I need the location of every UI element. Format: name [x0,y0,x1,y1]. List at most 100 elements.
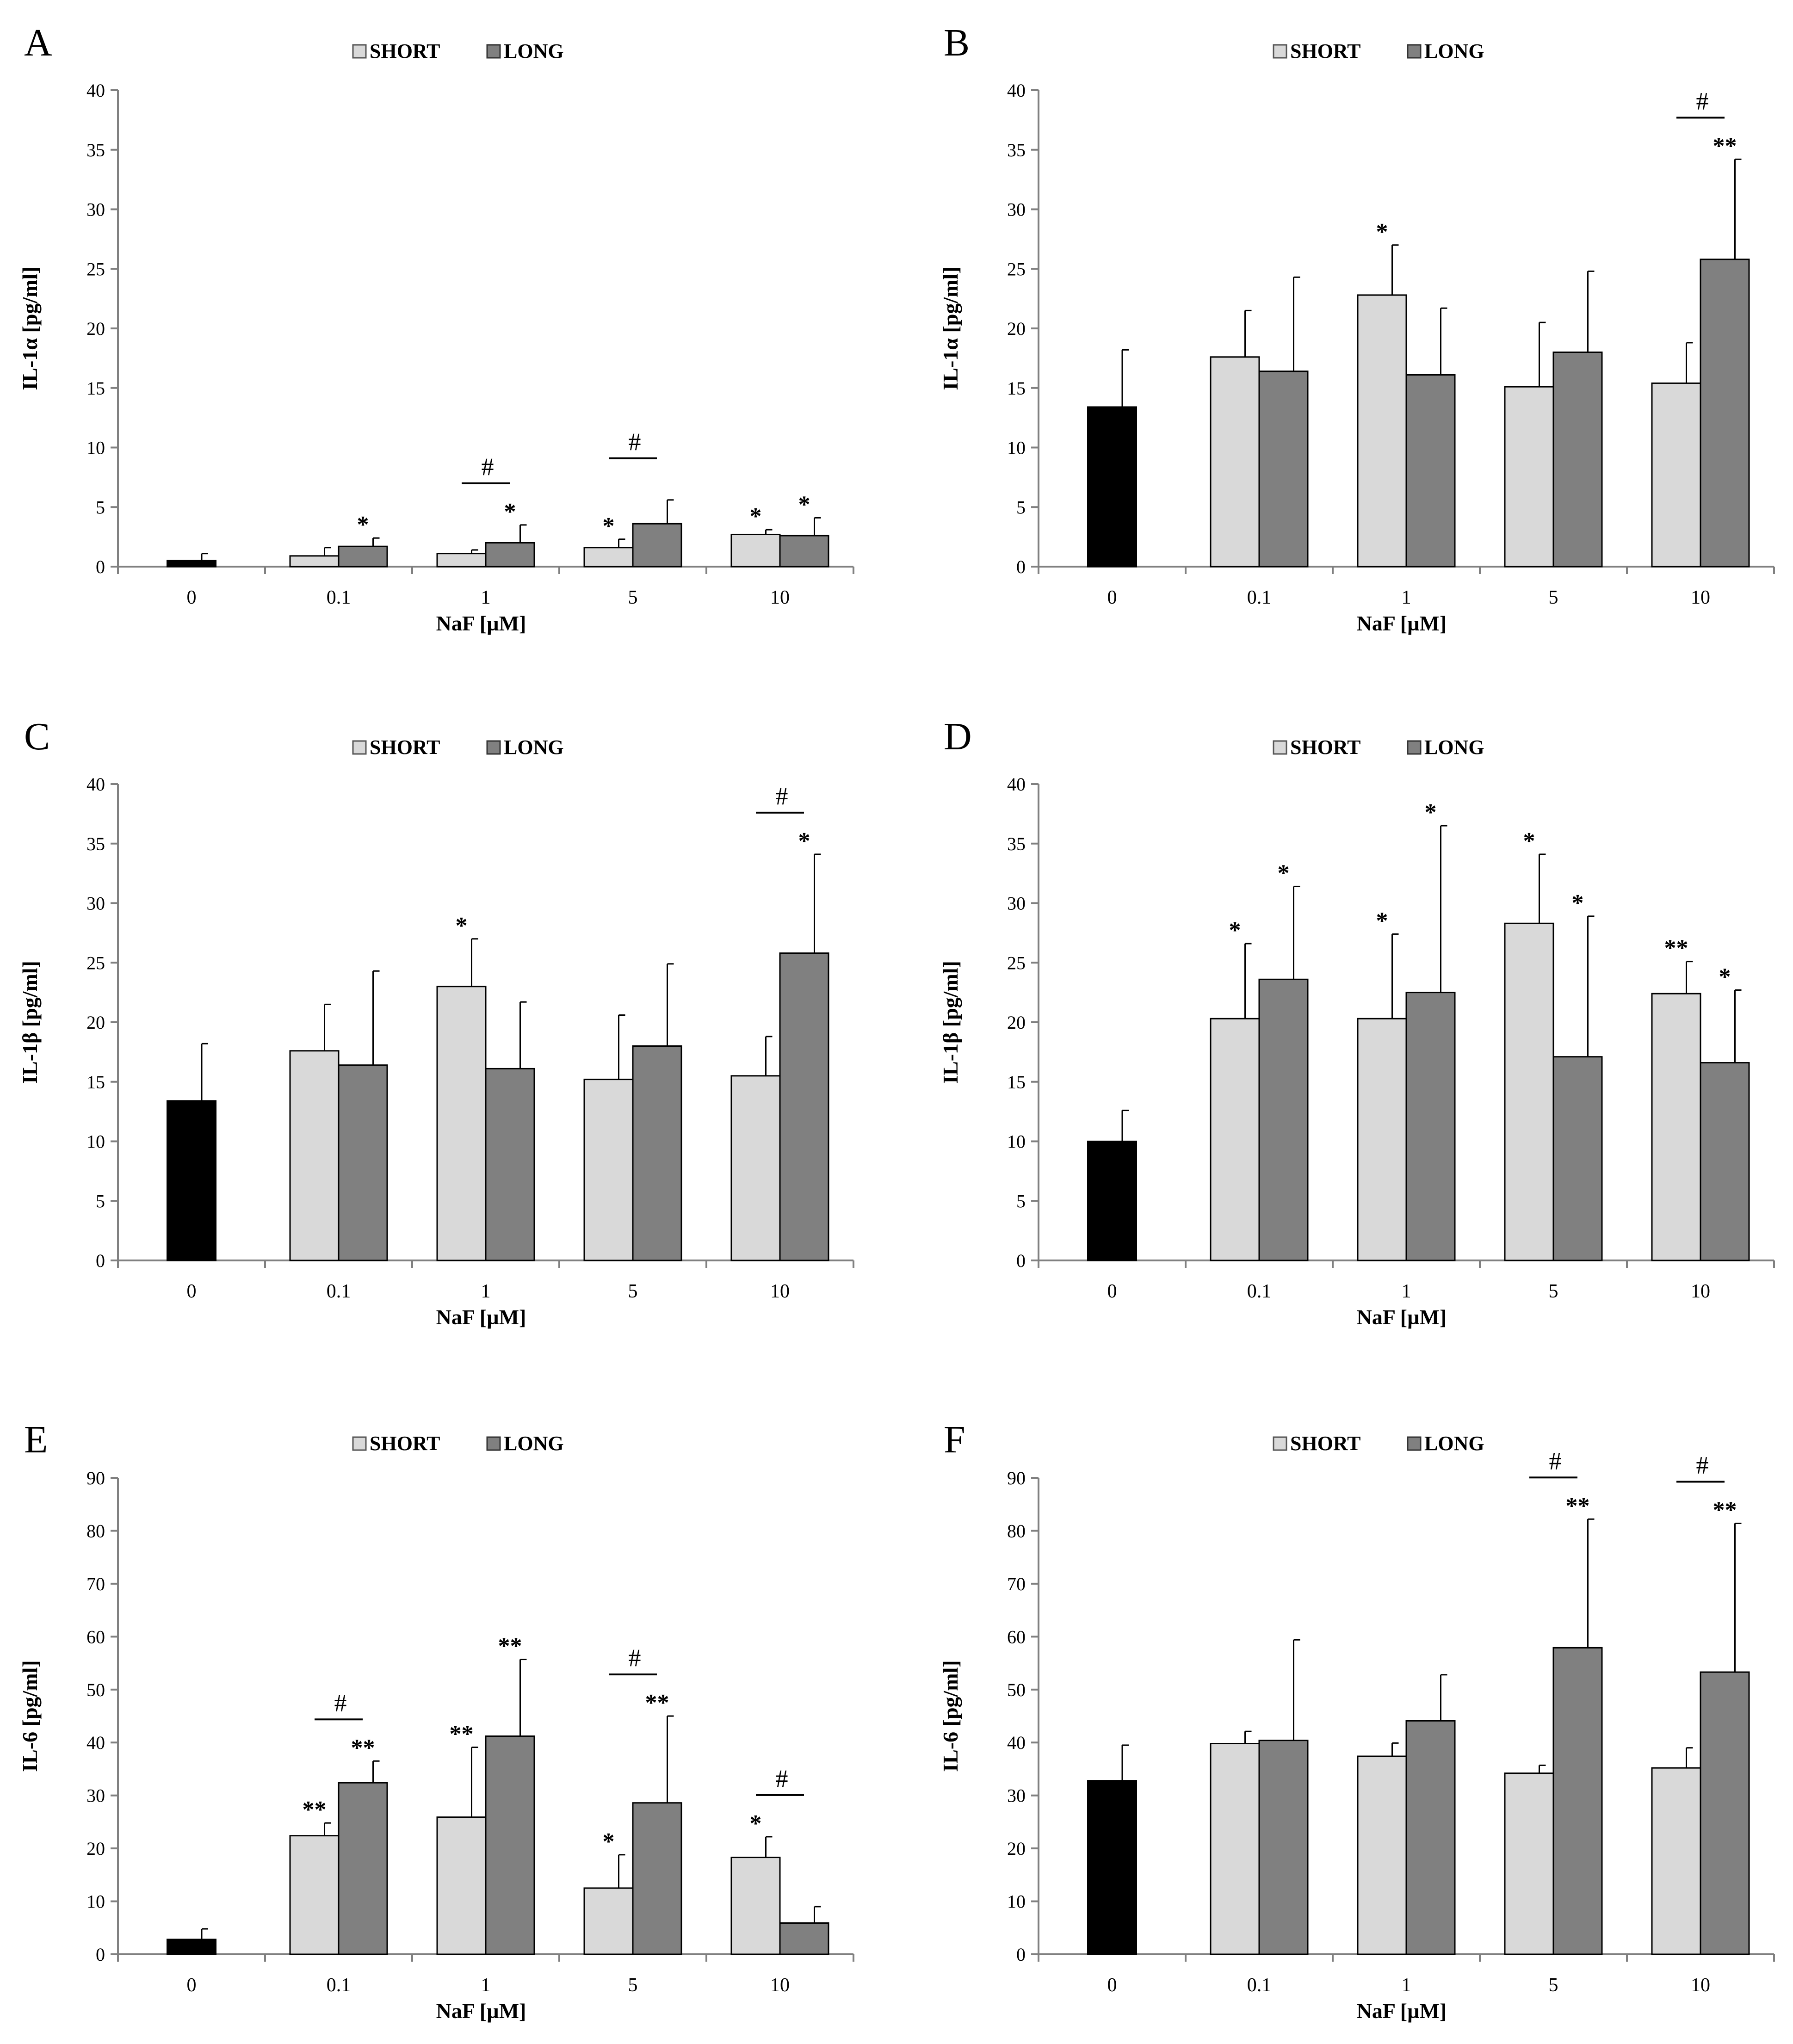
x-tick-label: 0 [1107,587,1117,608]
legend-swatch-long [486,1436,501,1451]
x-tick-label: 0.1 [327,1281,351,1302]
legend-swatch-short [352,740,367,755]
bar-short [583,547,634,568]
x-tick-label: 1 [481,587,491,608]
x-tick-label: 10 [1691,1281,1710,1302]
bar-short [1210,1018,1260,1261]
x-tick-label: 0 [1107,1975,1117,1996]
comparison-hash: # [629,1644,641,1672]
y-tick-label: 35 [87,140,105,161]
significance-mark-long: * [798,491,810,518]
bar-long [1405,1720,1456,1955]
y-tick-label: 15 [1007,1072,1026,1093]
y-axis-title: IL-1α [pg/ml] [939,266,962,390]
y-tick-label: 5 [96,497,105,518]
x-axis-title: NaF [µM] [436,611,526,635]
x-tick-label: 5 [628,1975,638,1996]
y-tick-label: 35 [1007,834,1026,854]
y-tick-label: 10 [1007,1131,1026,1152]
significance-mark-short: * [1229,917,1241,944]
bar-short [1210,1743,1260,1955]
x-tick-label: 10 [770,587,790,608]
comparison-hash: # [1549,1447,1562,1475]
bar-control [167,1100,216,1261]
x-tick-label: 0 [187,1975,197,1996]
bar-long [1258,371,1309,568]
legend-label-short: SHORT [1290,1432,1361,1455]
y-tick-label: 30 [87,199,105,220]
x-tick-label: 0.1 [1247,587,1272,608]
y-tick-label: 40 [87,80,105,101]
bar-control [1087,1141,1137,1261]
legend-swatch-short [352,1436,367,1451]
bar-long [338,1064,388,1261]
significance-mark-short: * [603,1828,615,1855]
y-tick-label: 40 [1007,774,1026,795]
bar-control [167,560,216,568]
bar-short [436,1816,487,1955]
bar-long [1700,259,1750,568]
significance-mark-short: * [603,513,615,539]
y-tick-label: 0 [96,1944,105,1965]
significance-mark-short: * [1376,908,1388,934]
bar-short [289,1050,340,1261]
y-tick-label: 10 [1007,1891,1026,1912]
legend-swatch-long [1407,740,1422,755]
bar-short [583,1887,634,1955]
legend-swatch-long [1407,44,1422,59]
x-tick-label: 1 [481,1975,491,1996]
y-tick-label: 25 [87,952,105,973]
bar-short [1504,1772,1554,1955]
y-tick-label: 20 [1007,318,1026,339]
bar-long [338,545,388,568]
y-tick-label: 30 [1007,1785,1026,1806]
bar-long [1552,1056,1603,1261]
y-tick-label: 5 [96,1191,105,1211]
y-tick-label: 25 [87,259,105,279]
bar-long [1258,1740,1309,1955]
y-tick-label: 10 [87,1891,105,1912]
x-axis-title: NaF [µM] [1357,611,1447,635]
legend-swatch-short [1273,44,1287,59]
y-tick-label: 50 [87,1680,105,1700]
comparison-hash: # [482,453,494,481]
panel-letter: B [944,21,970,64]
y-tick-label: 10 [87,1131,105,1152]
bar-long [1405,374,1456,568]
x-axis-title: NaF [µM] [436,1999,526,2023]
significance-mark-long: * [357,512,369,538]
legend-swatch-long [486,44,501,59]
bar-short [730,1857,781,1955]
panel-letter: A [24,21,52,64]
x-tick-label: 0 [1107,1281,1117,1302]
bar-long [632,1802,682,1955]
y-tick-label: 40 [87,774,105,795]
panel-letter: F [944,1418,965,1461]
significance-mark-short: * [1376,219,1388,245]
bar-short [1651,1767,1701,1955]
y-tick-label: 25 [1007,259,1026,279]
significance-mark-long: * [1719,963,1731,990]
bar-long [1700,1062,1750,1261]
y-tick-label: 0 [1016,1250,1026,1271]
bar-short [730,533,781,568]
legend-label-short: SHORT [370,736,440,759]
bar-control [167,1939,216,1955]
panel-letter: D [944,715,972,758]
bar-long [779,1922,829,1955]
panel-e: E SHORT LONG 0 10 20 30 40 50 60 70 80 90 0 0.1 1 5 10 NaF… [18,1418,854,2023]
legend-label-long: LONG [504,40,564,62]
bar-long [779,535,829,568]
y-tick-label: 5 [1016,497,1026,518]
x-tick-label: 5 [628,1281,638,1302]
y-tick-label: 25 [1007,952,1026,973]
significance-mark-short: * [456,913,468,939]
legend-label-long: LONG [504,1432,564,1455]
y-tick-label: 70 [1007,1574,1026,1594]
bar-control [1087,1780,1137,1955]
y-tick-label: 20 [1007,1012,1026,1033]
panel-letter: E [24,1418,48,1461]
